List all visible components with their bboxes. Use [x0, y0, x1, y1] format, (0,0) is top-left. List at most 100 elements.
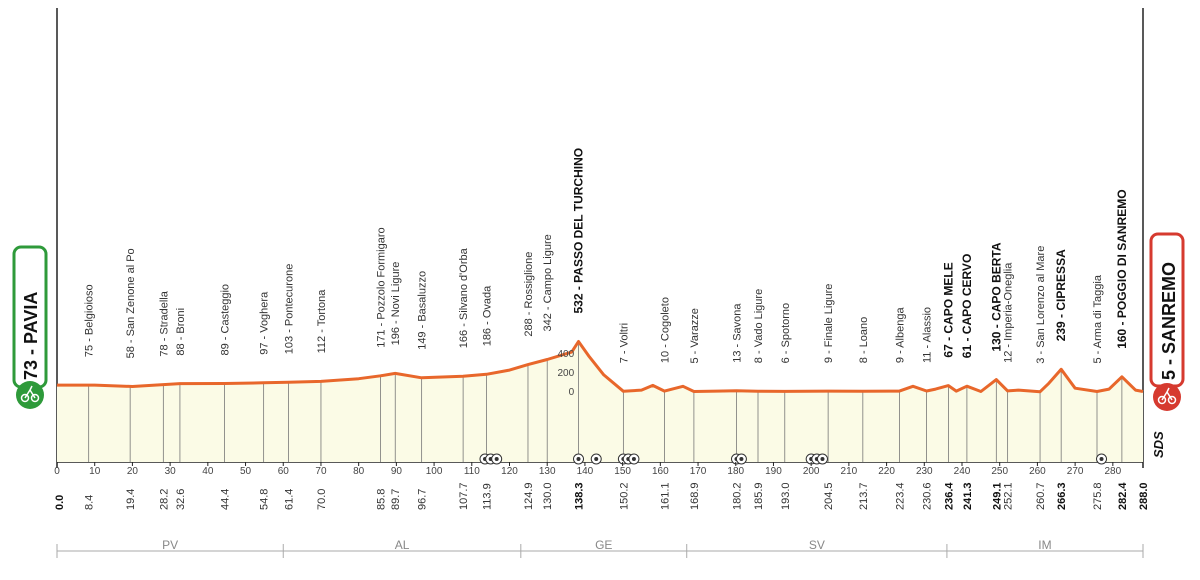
marker-dot	[494, 457, 499, 461]
place-label: 532 - PASSO DEL TURCHINO	[572, 148, 586, 314]
km-label: 161.1	[660, 482, 672, 510]
km-label: 185.9	[753, 482, 765, 510]
x-tick-label: 220	[878, 466, 895, 477]
x-tick-label: 120	[501, 466, 518, 477]
km-label: 107.7	[458, 482, 470, 510]
marker-dot	[576, 457, 581, 461]
finish-label: 5 - SANREMO	[1159, 262, 1179, 380]
place-label: 288 - Rossiglione	[523, 252, 535, 337]
place-label: 8 - Vado Ligure	[753, 289, 765, 363]
route-marker-icon	[816, 453, 828, 465]
place-label: 5 - Arma di Taggia	[1092, 274, 1104, 363]
x-tick-label: 210	[841, 466, 858, 477]
start-badge: 73 - PAVIA	[12, 245, 48, 409]
region-bar: PV AL GE SV IM	[56, 538, 1144, 558]
marker-dot	[631, 457, 636, 461]
km-label: 70.0	[316, 489, 328, 510]
place-label: 186 - Ovada	[482, 285, 494, 346]
y-tick-label: 0	[569, 387, 575, 398]
x-tick-label: 240	[954, 466, 971, 477]
place-label: 149 - Basaluzzo	[417, 271, 429, 350]
marker-dot	[820, 457, 825, 461]
x-tick-label: 50	[240, 466, 252, 477]
km-label: 150.2	[618, 482, 630, 510]
start-label: 73 - PAVIA	[21, 292, 41, 380]
marker-dot	[739, 457, 744, 461]
y-tick-label: 400	[557, 349, 574, 360]
x-tick-label: 60	[278, 466, 290, 477]
km-label: 275.8	[1092, 482, 1104, 510]
place-label: 78 - Stradella	[158, 290, 170, 356]
x-tick-label: 180	[727, 466, 744, 477]
km-labels: 0.0 8.4 19.4 28.2 32.6 44.4 54.8 61.4 70.0 85.8 89…	[54, 482, 1150, 510]
km-label: 204.5	[823, 482, 835, 510]
km-label: 28.2	[158, 489, 170, 510]
place-label: 5 - Varazze	[689, 308, 701, 363]
x-tick-label: 190	[765, 466, 782, 477]
km-label: 44.4	[219, 489, 231, 510]
start-bike-icon	[16, 381, 44, 409]
profile-path	[57, 340, 1144, 394]
km-label: 19.4	[125, 489, 137, 510]
place-label: 196 - Novi Ligure	[390, 262, 402, 346]
km-label: 32.6	[175, 489, 187, 510]
x-tick-label: 130	[539, 466, 556, 477]
km-label: 213.7	[858, 482, 870, 510]
place-label: 160 - POGGIO DI SANREMO	[1115, 189, 1129, 348]
place-label: 58 - San Zenone al Po	[125, 248, 137, 358]
x-tick-label: 170	[690, 466, 707, 477]
marker-dot	[1099, 457, 1104, 461]
place-label: 89 - Casteggio	[219, 284, 231, 356]
place-label: 9 - Albenga	[894, 307, 906, 364]
km-label: 282.4	[1117, 482, 1129, 510]
km-label: 249.1	[991, 482, 1003, 510]
place-labels: 75 - Belgioioso 58 - San Zenone al Po 78 -…	[84, 148, 1129, 364]
km-label: 138.3	[574, 482, 586, 510]
x-tick-label: 110	[464, 466, 480, 477]
x-tick-label: 280	[1104, 466, 1121, 477]
place-label: 11 - Alassio	[922, 307, 934, 363]
region-label: IM	[1038, 538, 1051, 552]
x-tick-label: 90	[391, 466, 403, 477]
route-marker-icon	[491, 453, 503, 465]
place-label: 13 - Savona	[732, 303, 744, 363]
region-label: SV	[809, 538, 825, 552]
region-label: GE	[595, 538, 612, 552]
km-label: 193.0	[780, 482, 792, 510]
x-tick-label: 20	[127, 466, 139, 477]
km-label: 230.6	[922, 482, 934, 510]
place-label: 103 - Pontecurone	[284, 264, 296, 355]
place-label: 166 - Silvano d'Orba	[458, 247, 470, 348]
km-label: 260.7	[1035, 482, 1047, 510]
km-label: 8.4	[84, 495, 96, 510]
km-label: 241.3	[962, 482, 974, 510]
x-tick-label: 200	[803, 466, 820, 477]
profile-line	[57, 340, 1144, 394]
x-tick-label: 10	[89, 466, 101, 477]
km-label: 113.9	[482, 483, 494, 510]
place-label: 7 - Voltri	[618, 323, 630, 363]
finish-badge: 5 - SANREMO	[1149, 232, 1185, 411]
region-label: PV	[162, 538, 178, 552]
route-markers	[479, 453, 1108, 465]
km-label: 61.4	[284, 489, 296, 510]
profile-fill	[57, 341, 1143, 462]
km-label: 168.9	[689, 482, 701, 510]
place-label: 12 - Imperia-Oneglia	[1003, 262, 1015, 363]
km-label: 89.7	[390, 489, 402, 510]
sds-logo: SDS	[1151, 431, 1166, 458]
place-label: 10 - Cogoleto	[660, 297, 672, 363]
x-tick-label: 230	[916, 466, 933, 477]
x-ticks: 0 10 20 30 40 50 60 70 80 90 100 110 120 130 140 150 160…	[54, 462, 1122, 477]
x-tick-label: 260	[1029, 466, 1046, 477]
x-tick-label: 140	[577, 466, 594, 477]
profile-area	[57, 341, 1143, 462]
place-label: 88 - Broni	[175, 308, 187, 356]
place-label: 97 - Voghera	[259, 291, 271, 355]
km-label: 54.8	[259, 489, 271, 510]
km-label: 180.2	[732, 482, 744, 510]
km-label: 288.0	[1138, 482, 1150, 510]
place-label: 342 - Campo Ligure	[542, 234, 554, 331]
place-label: 6 - Spotorno	[780, 303, 792, 364]
